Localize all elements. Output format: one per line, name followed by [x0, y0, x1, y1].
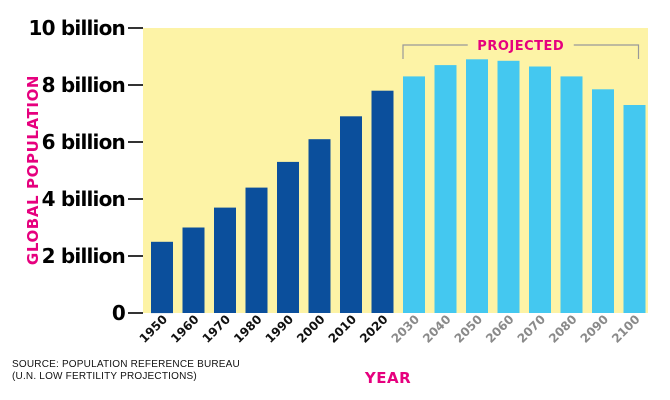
- x-tick-label: 1960: [168, 312, 202, 346]
- x-tick-label: 2080: [546, 312, 580, 346]
- y-tick-label: 10 billion: [28, 16, 125, 40]
- x-tick-label: 1950: [137, 312, 171, 346]
- projected-bracket-left: [402, 44, 468, 59]
- x-tick-label: 1990: [263, 312, 297, 346]
- projected-label: PROJECTED: [477, 39, 564, 54]
- bar-1950: [151, 241, 173, 314]
- x-tick-label: 2040: [420, 312, 454, 346]
- bar-2050: [466, 59, 488, 313]
- y-axis-ticks: 0 2 billion 4 billion 6 billion 8 billion 10 …: [28, 16, 143, 325]
- x-tick-label: 2020: [357, 312, 391, 346]
- bars-group: [151, 59, 646, 314]
- bar-1990: [277, 161, 299, 313]
- bar-2060: [497, 60, 520, 313]
- y-axis-label: GLOBAL POPULATION: [24, 75, 42, 265]
- x-tick-label: 2010: [326, 312, 360, 346]
- bar-2090: [592, 89, 614, 313]
- x-axis-label: YEAR: [364, 369, 412, 387]
- source-note: SOURCE: POPULATION REFERENCE BUREAU (U.N…: [12, 359, 240, 383]
- source-line-2: (U.N. LOW FERTILITY PROJECTIONS): [12, 371, 197, 382]
- bar-2010: [340, 116, 362, 313]
- projected-annotation: PROJECTED: [402, 39, 640, 59]
- x-axis-ticks: 1950196019701980199020002010202020302040…: [137, 312, 643, 346]
- y-tick-label: 6 billion: [42, 130, 125, 154]
- source-line-1: SOURCE: POPULATION REFERENCE BUREAU: [12, 359, 240, 370]
- y-tick-label: 0: [112, 301, 125, 325]
- bar-2040: [434, 65, 457, 313]
- bar-2070: [529, 66, 551, 313]
- x-tick-label: 2000: [294, 312, 328, 346]
- x-tick-label: 1980: [231, 312, 265, 346]
- x-tick-label: 2090: [578, 312, 612, 346]
- bar-1960: [182, 227, 205, 313]
- bar-2000: [308, 139, 331, 313]
- x-tick-label: 2060: [483, 312, 517, 346]
- bar-1980: [245, 187, 268, 313]
- bar-2100: [623, 105, 646, 313]
- bar-1970: [214, 207, 236, 313]
- bar-2030: [403, 76, 425, 314]
- x-tick-label: 2070: [515, 312, 549, 346]
- projected-bracket-right: [573, 44, 640, 59]
- bar-2020: [371, 90, 394, 313]
- bar-2080: [560, 76, 583, 314]
- x-tick-label: 1970: [200, 312, 234, 346]
- y-tick-label: 4 billion: [42, 187, 125, 211]
- x-tick-label: 2030: [389, 312, 423, 346]
- y-tick-label: 2 billion: [42, 244, 125, 268]
- y-tick-label: 8 billion: [42, 73, 125, 97]
- x-tick-label: 2100: [609, 312, 643, 346]
- x-tick-label: 2050: [452, 312, 486, 346]
